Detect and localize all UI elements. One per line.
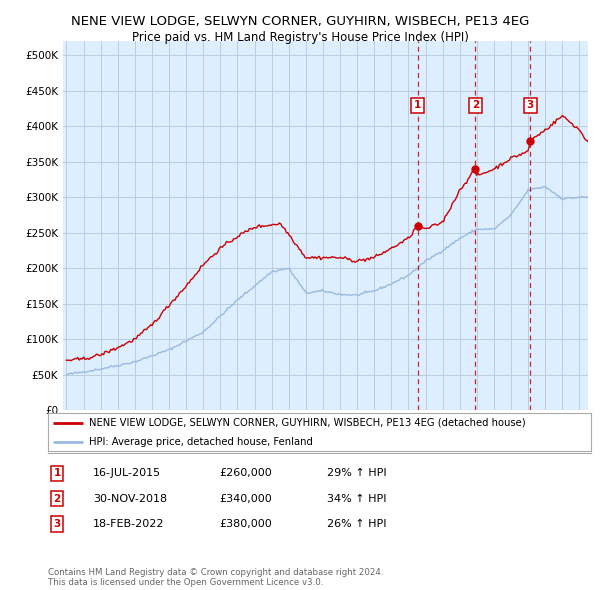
Text: 1: 1 — [53, 468, 61, 478]
Text: 2: 2 — [472, 100, 479, 110]
Text: 30-NOV-2018: 30-NOV-2018 — [93, 494, 167, 503]
Text: 16-JUL-2015: 16-JUL-2015 — [93, 468, 161, 478]
Text: £260,000: £260,000 — [219, 468, 272, 478]
Text: 3: 3 — [53, 519, 61, 529]
Text: HPI: Average price, detached house, Fenland: HPI: Average price, detached house, Fenl… — [89, 437, 313, 447]
Text: 26% ↑ HPI: 26% ↑ HPI — [327, 519, 386, 529]
Text: 3: 3 — [527, 100, 534, 110]
Text: NENE VIEW LODGE, SELWYN CORNER, GUYHIRN, WISBECH, PE13 4EG: NENE VIEW LODGE, SELWYN CORNER, GUYHIRN,… — [71, 15, 529, 28]
Text: Price paid vs. HM Land Registry's House Price Index (HPI): Price paid vs. HM Land Registry's House … — [131, 31, 469, 44]
Text: NENE VIEW LODGE, SELWYN CORNER, GUYHIRN, WISBECH, PE13 4EG (detached house): NENE VIEW LODGE, SELWYN CORNER, GUYHIRN,… — [89, 418, 526, 428]
Text: 18-FEB-2022: 18-FEB-2022 — [93, 519, 164, 529]
Text: 2: 2 — [53, 494, 61, 503]
Text: 1: 1 — [414, 100, 421, 110]
Text: Contains HM Land Registry data © Crown copyright and database right 2024.
This d: Contains HM Land Registry data © Crown c… — [48, 568, 383, 587]
Text: 34% ↑ HPI: 34% ↑ HPI — [327, 494, 386, 503]
Text: £340,000: £340,000 — [219, 494, 272, 503]
Text: £380,000: £380,000 — [219, 519, 272, 529]
Text: 29% ↑ HPI: 29% ↑ HPI — [327, 468, 386, 478]
